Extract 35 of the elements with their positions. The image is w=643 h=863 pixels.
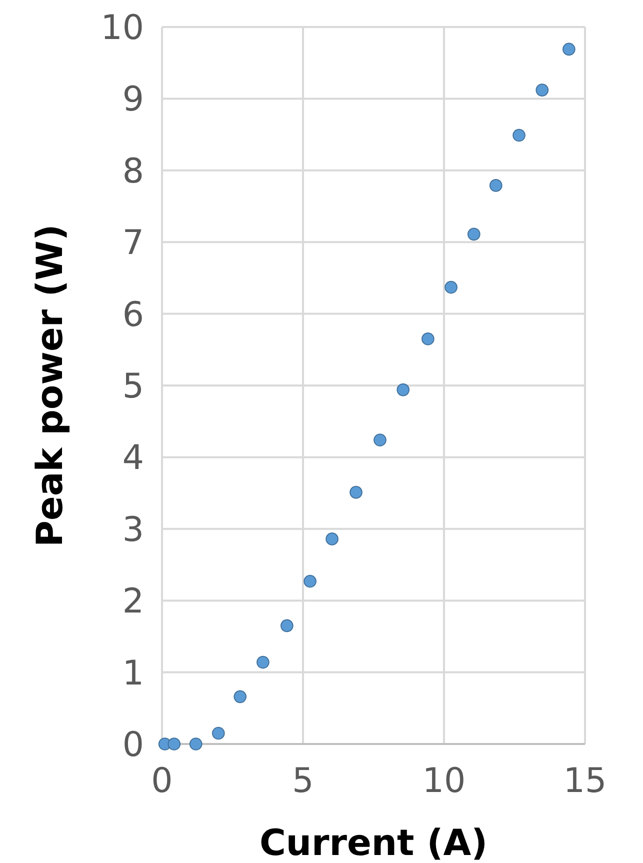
point — [168, 738, 181, 750]
point — [326, 532, 338, 546]
y-tick-label: 5 — [122, 366, 144, 406]
y-tick-label: 9 — [122, 80, 144, 120]
point — [280, 619, 294, 632]
point — [234, 690, 247, 704]
point — [489, 179, 502, 192]
point — [562, 42, 576, 56]
point — [422, 332, 434, 346]
y-tick-label: 1 — [122, 653, 144, 694]
y-axis-title: Peak power (W) — [30, 224, 71, 547]
y-tick-label: 8 — [122, 151, 144, 192]
x-axis-title: Current (A) — [259, 823, 488, 863]
point — [350, 486, 362, 499]
x-tick-label: 10 — [422, 761, 466, 801]
y-tick-label: 10 — [100, 8, 144, 48]
y-tick-label: 6 — [122, 294, 144, 335]
point — [374, 434, 386, 446]
point — [444, 280, 458, 294]
x-tick-label: 15 — [563, 761, 607, 801]
y-tick-label: 2 — [122, 582, 144, 622]
point — [512, 128, 526, 142]
point — [467, 228, 480, 241]
y-tick-label: 3 — [122, 510, 144, 550]
point — [396, 383, 410, 396]
point — [189, 738, 202, 750]
x-tick-label: 5 — [292, 761, 314, 801]
point — [256, 656, 270, 669]
point — [304, 574, 316, 588]
y-tick-label: 7 — [122, 223, 144, 264]
y-tick-label: 0 — [122, 725, 144, 765]
point — [536, 84, 549, 96]
point — [212, 726, 225, 740]
x-tick-label: 0 — [151, 761, 173, 801]
y-tick-label: 4 — [122, 438, 144, 478]
